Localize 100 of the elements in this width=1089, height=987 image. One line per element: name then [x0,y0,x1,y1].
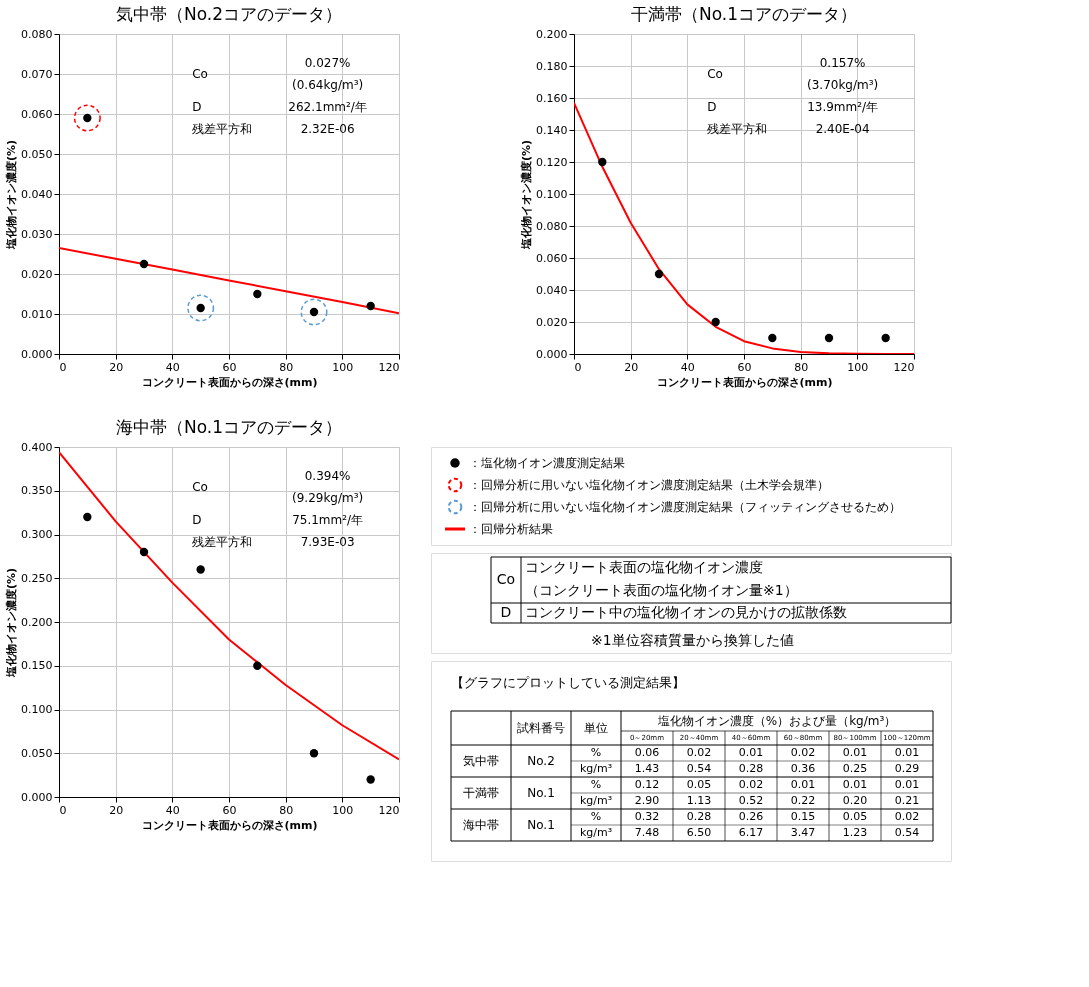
point [366,775,375,784]
point [881,333,890,343]
x-tick-label: 100 [332,360,354,374]
y-tick-label: 0.060 [536,251,568,265]
y-tick-label: 0.300 [21,528,53,541]
y-tick-label: 0.180 [536,59,568,73]
category-label: 海中帯 [463,818,499,832]
point [187,294,215,322]
text: 0.36 [790,762,816,775]
text: 0.29 [894,762,920,775]
x-tick-label: 0 [574,360,582,374]
text: 0.01 [842,778,868,791]
y-tick-label: 0.200 [21,615,53,629]
y-tick-label: 0.160 [536,91,568,105]
annotation: 残差平方和 [192,122,253,136]
y-tick-label: 0.010 [21,307,53,321]
text: 2.90 [634,794,660,807]
chart-title: 気中帯（No.2コアのデータ） [115,4,343,24]
text: 0.32 [634,810,660,823]
annotation: 2.40E-04 [815,122,870,136]
y-tick-label: 0.000 [21,790,53,804]
y-tick-label: 0.050 [21,147,53,161]
annotation: D [192,513,202,527]
category-label: 気中帯 [463,754,499,768]
point [253,289,262,299]
y-tick-label: 0.100 [21,703,53,716]
text: 0.01 [738,746,764,759]
point [654,269,664,279]
legend-label: ：回帰分析結果 [469,522,553,536]
point [253,661,262,670]
annotation: 13.9mm²/年 [807,100,879,114]
text: 0.01 [894,778,920,791]
text: D [500,604,512,620]
text: 0.05 [686,778,712,791]
annotation: Co [192,67,208,81]
text: 0.15 [790,810,816,823]
text: 0.01 [842,746,868,759]
y-tick-label: 0.070 [21,67,53,81]
point [309,749,319,758]
text: 0.20 [842,794,868,807]
text: % [590,778,602,791]
text: 3.47 [790,826,816,839]
legend-label: ：回帰分析に用いない塩化物イオン濃度測定結果（フィッティングさせるため） [469,500,901,514]
y-tick-label: 0.250 [21,571,53,585]
y-tick-label: 0.000 [536,347,568,361]
y-axis-title: 塩化物イオン濃度(%) [5,567,19,679]
annotation: D [707,100,717,114]
x-tick-label: 60 [737,360,752,374]
annotation: 残差平方和 [707,122,768,136]
chart-title: 干満帯（No.1コアのデータ） [630,4,858,24]
y-tick-label: 0.120 [536,155,568,169]
text: 0.12 [634,778,660,791]
text: 塩化物イオン濃度（%）および量（kg/m³） [656,714,897,728]
text: 0.01 [790,778,816,791]
annotation: Co [192,480,208,494]
annotation: 残差平方和 [192,535,253,549]
text: 0.21 [894,794,920,807]
x-tick-label: 20 [624,360,639,374]
annotation: 75.1mm²/年 [292,513,364,527]
point [83,512,92,522]
point [824,333,834,343]
text: 0.26 [738,810,764,823]
text: kg/m³ [579,794,613,807]
annotation: 0.157% [819,56,866,70]
text: 1.23 [842,826,868,839]
x-tick-label: 80 [794,360,809,374]
text: 0.54 [686,762,712,775]
annotation: D [192,100,202,114]
y-tick-label: 0.200 [536,27,568,41]
text: % [590,746,602,759]
text: Co [496,571,516,587]
line-series [59,451,399,761]
text: 0.05 [842,810,868,823]
y-tick-label: 0.020 [21,267,53,281]
x-axis-title: コンクリート表面からの深さ(mm) [141,375,318,389]
annotation: 2.32E-06 [300,122,355,136]
y-tick-label: 0.100 [536,187,568,201]
y-tick-label: 0.040 [21,187,53,201]
x-tick-label: 80 [279,803,294,817]
annotation: Co [707,67,723,81]
y-tick-label: 0.050 [21,746,53,760]
category-label: No.2 [527,754,555,768]
text: 【グラフにプロットしている測定結果】 [451,675,685,690]
annotation: 7.93E-03 [300,535,355,549]
point [768,333,777,343]
annotation: 0.027% [304,56,351,70]
text: ※1単位容積質量から換算した値 [591,632,794,648]
category-label: 単位 [584,721,608,735]
annotation: (9.29kg/m³) [292,491,364,505]
point [196,565,205,574]
x-tick-label: 60 [222,360,237,374]
y-tick-label: 0.000 [21,347,53,361]
text: % [590,810,602,823]
annotation: (3.70kg/m³) [807,78,879,92]
chart-title: 海中帯（No.1コアのデータ） [115,417,343,437]
text: 0.25 [842,762,868,775]
x-tick-label: 40 [680,360,695,374]
text: 7.48 [634,826,660,839]
text: 6.50 [686,826,712,839]
point [711,317,720,327]
